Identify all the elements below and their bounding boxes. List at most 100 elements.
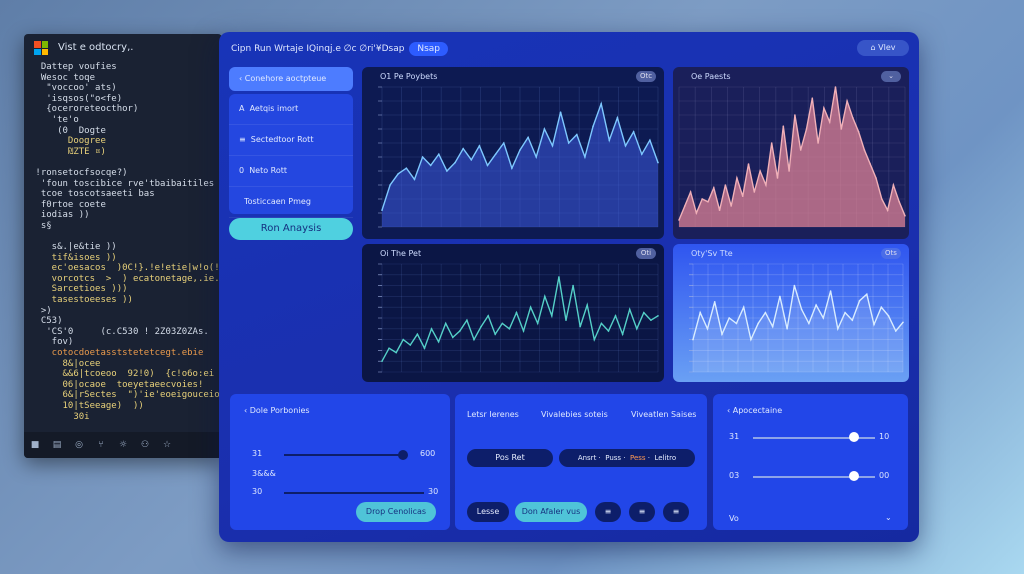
segment[interactable]: Lelitro: [654, 454, 677, 462]
menu-item[interactable]: 0 Neto Rott: [229, 156, 353, 187]
data-point: [579, 325, 581, 328]
appearance-title: ‹ Apocectaine: [727, 406, 782, 415]
data-point: [742, 306, 745, 308]
chevron-down-icon[interactable]: ⌄: [885, 513, 892, 522]
data-point: [840, 128, 843, 130]
menu-item[interactable]: A Aetqis imort: [229, 94, 353, 125]
segment[interactable]: Ansrt: [577, 454, 597, 462]
file-icon[interactable]: ▤: [52, 440, 62, 450]
star-icon[interactable]: ☆: [162, 440, 172, 450]
menu-icon[interactable]: ≡: [663, 502, 689, 522]
menu-item[interactable]: Tosticcaen Pmeg: [229, 187, 353, 218]
param-slider-track[interactable]: [284, 454, 404, 456]
series-line: [678, 86, 906, 221]
data-point: [794, 114, 796, 116]
data-point: [771, 325, 774, 328]
data-point: [529, 306, 532, 308]
code-area[interactable]: Dattep voufies Wesoc toqe "voccoo' ats) …: [30, 62, 220, 422]
code-line: "voccoo' ats): [30, 83, 117, 94]
panel-title-bar: Cipn Run Wrtaje IQinqj.e ∅c ∅ri'¥Dsap Ns…: [231, 42, 449, 56]
pos-ret-button[interactable]: Pos Ret: [467, 449, 553, 467]
user-button[interactable]: ⌂ Vlev: [857, 40, 909, 56]
data-point: [381, 360, 383, 362]
data-point: [863, 149, 866, 151]
appearance-slider-track[interactable]: [753, 437, 875, 439]
data-point: [730, 205, 732, 207]
tab[interactable]: Viveatlen Saises: [631, 410, 697, 419]
user-icon: ⌂: [870, 43, 879, 52]
data-point: [649, 139, 651, 141]
code-line: (0 Dogte: [30, 125, 106, 136]
appearance-slider-knob[interactable]: [849, 471, 859, 481]
segment[interactable]: Pess: [629, 454, 646, 462]
data-point: [527, 136, 529, 139]
menu-item-top[interactable]: ‹ Conehore aoctpteue Wcane: [229, 67, 353, 107]
analyze-button[interactable]: Don Afaler vus: [515, 502, 587, 522]
code-line: s&.|e&tie )): [30, 242, 117, 253]
data-point: [904, 215, 906, 217]
data-point: [437, 340, 440, 343]
search-icon[interactable]: ◎: [75, 440, 83, 450]
side-menu: A Aetqis imort ≡ Sectedtoor Rott 0 Neto …: [229, 94, 353, 218]
data-point: [584, 156, 586, 158]
data-point: [712, 187, 715, 189]
appearance-slider-track[interactable]: [753, 476, 875, 478]
chart-card-3: Oi The Pet Oti: [362, 244, 664, 382]
data-point: [765, 184, 767, 186]
drop-button[interactable]: Drop Cenolicas: [356, 502, 436, 522]
param-slider-knob[interactable]: [398, 450, 408, 460]
appearance-slider-knob[interactable]: [849, 432, 859, 442]
segment[interactable]: Puss: [605, 454, 622, 462]
data-point: [511, 167, 513, 169]
data-point: [593, 338, 596, 341]
data-point: [600, 103, 602, 105]
data-point: [508, 328, 511, 330]
variables-card: Letsr Ierenes Vivalebies soteis Viveatle…: [455, 394, 707, 530]
chart-menu-button[interactable]: Otc: [636, 71, 656, 82]
chart-title: Oi The Pet: [380, 249, 422, 258]
data-point: [757, 322, 759, 325]
branch-icon[interactable]: ⑂: [98, 440, 104, 450]
menu-icon[interactable]: ≡: [595, 502, 621, 522]
data-point: [454, 161, 456, 164]
users-icon[interactable]: ⚇: [140, 440, 150, 450]
editor-title: Vist e odtocry,.: [58, 42, 134, 53]
code-line: ₪ZTE ¤): [30, 146, 106, 157]
param-slider-track[interactable]: [284, 492, 424, 494]
data-point: [576, 133, 578, 136]
menu-item[interactable]: ≡ Sectedtoor Rott: [229, 125, 353, 156]
data-point: [881, 198, 883, 200]
code-line: 6&|rSectes ")'ie'eoeigouceio: [30, 390, 220, 401]
data-point: [875, 177, 877, 179]
data-point: [886, 209, 889, 211]
code-line: 'isqsos("o<fe): [30, 93, 123, 104]
square-icon[interactable]: ■: [30, 440, 40, 450]
menu-icon[interactable]: ≡: [629, 502, 655, 522]
data-point: [707, 201, 709, 203]
chart-card-2: Oe Paests ⌄: [673, 67, 909, 239]
data-point: [718, 209, 721, 211]
series-line: [692, 285, 904, 342]
title-pill[interactable]: Nsap: [409, 42, 449, 56]
chart-menu-button[interactable]: Oti: [636, 248, 656, 259]
code-line: >): [30, 305, 52, 316]
chart-menu-button[interactable]: Ots: [881, 248, 901, 259]
data-point: [402, 338, 405, 341]
params-title-text: Dole Porbonies: [249, 406, 310, 415]
data-point: [657, 161, 659, 164]
line-chart-4: [689, 263, 904, 373]
series-area: [693, 285, 903, 372]
data-point: [572, 284, 574, 287]
data-point: [869, 163, 872, 165]
debug-icon[interactable]: ☼: [118, 440, 128, 450]
chart-menu-button[interactable]: ⌄: [881, 71, 901, 82]
code-line: Sarcetioes ))): [30, 284, 128, 295]
data-point: [805, 128, 808, 130]
data-point: [880, 306, 883, 308]
data-point: [381, 209, 383, 211]
data-point: [487, 315, 489, 317]
run-analysis-button[interactable]: Ron Anaysis: [229, 218, 353, 240]
lesse-button[interactable]: Lesse: [467, 502, 509, 522]
tab[interactable]: Vivalebies soteis: [541, 410, 608, 419]
tab[interactable]: Letsr Ierenes: [467, 410, 519, 419]
